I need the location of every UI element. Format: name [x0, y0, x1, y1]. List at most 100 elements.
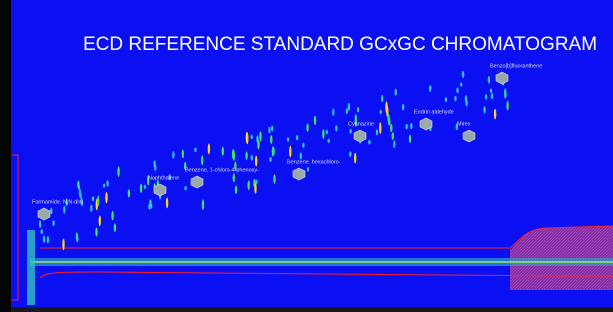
- peak: [346, 108, 348, 114]
- peak: [270, 135, 272, 144]
- peak: [140, 184, 142, 193]
- peak: [287, 137, 289, 141]
- structure-icon: [420, 118, 432, 130]
- peak: [296, 135, 298, 140]
- peak: [429, 85, 431, 92]
- peak: [462, 71, 464, 78]
- peak: [491, 93, 493, 100]
- structure-icon: [191, 176, 203, 188]
- peak: [111, 211, 113, 221]
- peak: [254, 183, 256, 194]
- peak: [460, 82, 462, 86]
- compound-label: Benzene, hexachloro-: [287, 159, 341, 165]
- peak: [348, 103, 350, 111]
- peak: [349, 151, 351, 157]
- peak: [445, 97, 447, 102]
- structure-icon: [293, 168, 305, 180]
- solvent-peak: [27, 230, 35, 305]
- peak: [409, 135, 411, 143]
- peak: [504, 92, 506, 97]
- peak: [128, 189, 130, 197]
- peak: [63, 206, 65, 214]
- peak: [246, 132, 248, 144]
- peak: [222, 147, 224, 156]
- compound-label: Formamide, N,N-dim: [32, 199, 83, 205]
- peak: [456, 87, 458, 93]
- peak: [306, 123, 308, 132]
- peak: [269, 157, 271, 162]
- axis-strip: [0, 0, 11, 312]
- peak: [332, 109, 334, 116]
- compound-label: Benzo[b]fluoranthene: [490, 63, 542, 69]
- peak: [326, 130, 328, 135]
- peak: [271, 125, 273, 131]
- peak: [488, 76, 490, 84]
- peak: [483, 106, 485, 113]
- peak: [273, 174, 275, 183]
- x-axis-strip: [11, 307, 613, 312]
- chromatogram: ECD REFERENCE STANDARD GCxGC CHROMATOGRA…: [0, 0, 613, 312]
- chart-title: ECD REFERENCE STANDARD GCxGC CHROMATOGRA…: [83, 34, 597, 55]
- peak: [114, 223, 116, 232]
- peak: [494, 109, 496, 120]
- peak: [376, 129, 378, 135]
- peak: [235, 186, 237, 195]
- peak: [245, 152, 247, 160]
- peak: [154, 164, 156, 171]
- peak: [410, 123, 412, 129]
- peak: [380, 110, 382, 114]
- peak: [148, 203, 150, 209]
- peak: [402, 104, 404, 111]
- peak: [105, 192, 107, 203]
- peak: [50, 208, 52, 215]
- compound-label: Endrin aldehyde: [414, 109, 454, 115]
- peak: [251, 135, 253, 139]
- peak: [328, 139, 330, 143]
- peak: [144, 185, 146, 189]
- peak: [90, 205, 92, 212]
- peak: [357, 107, 359, 113]
- peak: [97, 196, 99, 207]
- structure-icon: [463, 130, 475, 142]
- peak: [92, 196, 94, 201]
- peak: [490, 89, 492, 93]
- peak: [117, 166, 119, 177]
- peak: [300, 152, 302, 159]
- peak: [388, 118, 390, 126]
- peak: [43, 235, 45, 243]
- peak: [52, 220, 54, 226]
- peak: [248, 180, 250, 190]
- peak: [465, 99, 467, 106]
- peak: [172, 151, 174, 159]
- compound-label: Mirex: [457, 121, 471, 127]
- peak: [255, 180, 257, 185]
- peak: [99, 215, 101, 226]
- peak: [454, 96, 456, 102]
- compound-label: Benzene, 1-chloro-4-phenoxy-: [185, 167, 259, 173]
- peak: [314, 116, 316, 126]
- peak: [289, 146, 291, 158]
- peak: [268, 127, 270, 134]
- peak: [307, 167, 309, 171]
- peak: [201, 155, 203, 165]
- peak: [233, 150, 235, 161]
- peak: [395, 89, 397, 96]
- structure-icon: [496, 72, 508, 84]
- peak: [485, 94, 487, 99]
- peak: [393, 140, 395, 148]
- peak: [41, 229, 43, 234]
- peak: [233, 173, 235, 182]
- peak: [62, 238, 64, 250]
- peak: [259, 131, 261, 141]
- peak: [182, 150, 184, 159]
- peak: [95, 227, 97, 236]
- peak: [302, 143, 304, 148]
- structure-icon: [154, 184, 166, 196]
- peak: [381, 95, 383, 103]
- peak: [106, 180, 108, 187]
- structure-icon: [38, 208, 50, 220]
- peak: [506, 101, 508, 111]
- peak: [184, 186, 186, 191]
- peak: [208, 144, 210, 155]
- peak: [390, 124, 392, 132]
